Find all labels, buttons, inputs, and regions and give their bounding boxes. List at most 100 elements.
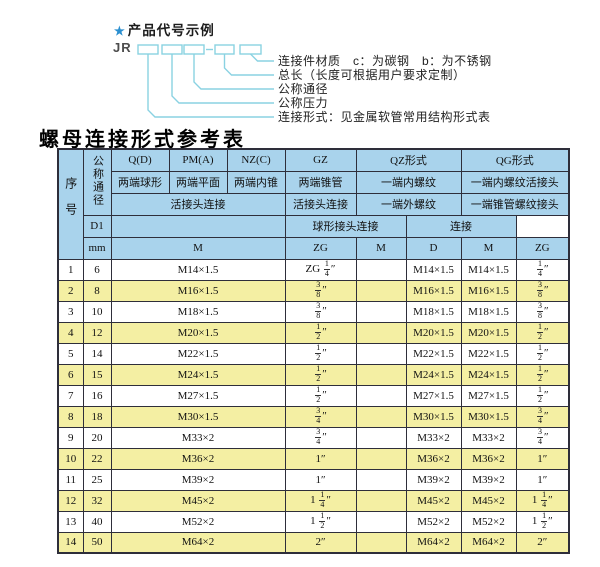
cell-mm: 40 [82,510,112,533]
cell-seq: 8 [57,405,84,428]
cell-qz-d: M22×1.5 [405,342,462,365]
cell-qz-m [355,426,407,449]
cell-seq: 10 [57,447,84,470]
cell-qg-m: M20×1.5 [460,321,517,344]
cell-mm: 12 [82,321,112,344]
code-box-4 [214,44,235,55]
header-qg-m: M [460,236,517,260]
cell-qz-d: M27×1.5 [405,384,462,407]
leader-line-length [223,54,274,76]
cell-qz-d: M39×2 [405,468,462,491]
table-row: 3 10 M18×1.5 3 8 ″ M18×1.5 M18×1.5 3 8 ″ [57,300,570,323]
cell-qz-m [355,510,407,533]
cell-m: M16×1.5 [110,279,286,302]
col-seq-label: 序号 [63,176,78,229]
cell-seq: 2 [57,279,84,302]
cell-qz-m [355,258,407,281]
table-header: 序号 公称通径 Q(D) PM(A) NZ(C) GZ QZ形式 QG形式 两端… [57,148,570,260]
col-qg: QG形式 [460,148,570,172]
table-row: 10 22 M36×2 1″ M36×2 M36×2 1″ [57,447,570,470]
label-nominal-pressure: 公称压力 [278,96,329,110]
cell-qg-m: M14×1.5 [460,258,517,281]
col-gz: GZ [284,148,357,172]
cell-gz-zg: 2″ [284,531,357,554]
cell-m: M20×1.5 [110,321,286,344]
cell-qg-m: M64×2 [460,531,517,554]
cell-qg-zg: 1 2 ″ [515,363,570,386]
cell-qz-m [355,447,407,470]
qz-connection: 球形接头连接 [284,214,407,238]
cell-mm: 8 [82,279,112,302]
cell-seq: 11 [57,468,84,491]
cell-qz-m [355,300,407,323]
table-row: 7 16 M27×1.5 1 2 ″ M27×1.5 M27×1.5 1 2 ″ [57,384,570,407]
leader-line-form [147,54,274,118]
cell-qg-zg: 1 1 4 ″ [515,489,570,512]
cell-m: M14×1.5 [110,258,286,281]
col-nz-sub: 两端内锥 [226,170,286,194]
col-qg-sub2: 一端锥管螺纹接头 [460,192,570,216]
cell-m: M24×1.5 [110,363,286,386]
cell-m: M18×1.5 [110,300,286,323]
nut-connection-table: 序号 公称通径 Q(D) PM(A) NZ(C) GZ QZ形式 QG形式 两端… [57,148,571,554]
header-mm: mm [82,236,112,260]
table-row: 14 50 M64×2 2″ M64×2 M64×2 2″ [57,531,570,554]
col-dn-label: 公称通径 [91,154,104,207]
header-qz-d: D [405,236,462,260]
cell-qz-d: M36×2 [405,447,462,470]
cell-qg-m: M24×1.5 [460,363,517,386]
leader-line-pn [171,54,274,104]
table-row: 4 12 M20×1.5 1 2 ″ M20×1.5 M20×1.5 1 2 ″ [57,321,570,344]
header-qg-zg: ZG [515,236,570,260]
cell-qg-zg: 1 4 ″ [515,258,570,281]
cell-qg-zg: 2″ [515,531,570,554]
cell-qz-m [355,384,407,407]
star-icon: ★ [114,24,126,38]
table-row: 6 15 M24×1.5 1 2 ″ M24×1.5 M24×1.5 1 2 ″ [57,363,570,386]
cell-qg-zg: 1″ [515,468,570,491]
cell-qz-d: M64×2 [405,531,462,554]
table-row: 9 20 M33×2 3 4 ″ M33×2 M33×2 3 4 ″ [57,426,570,449]
cell-mm: 6 [82,258,112,281]
cell-qz-d: M30×1.5 [405,405,462,428]
qg-connection: 连接 [405,214,517,238]
label-nominal-diameter: 公称通径 [278,82,329,96]
label-connector-material: 连接件材质 c：为碳钢 b：为不锈钢 [278,54,492,68]
code-box-1 [137,44,159,55]
product-code-prefix: JR [113,40,132,55]
cell-seq: 13 [57,510,84,533]
col-pm: PM(A) [168,148,228,172]
cell-qz-d: M24×1.5 [405,363,462,386]
union-connection: 活接头连接 [110,192,286,216]
cell-qg-zg: 1″ [515,447,570,470]
header-d1: D1 [82,214,112,238]
code-box-3 [183,44,205,55]
cell-qg-m: M18×1.5 [460,300,517,323]
cell-m: M30×1.5 [110,405,286,428]
cell-qg-m: M16×1.5 [460,279,517,302]
cell-qg-zg: 3 4 ″ [515,405,570,428]
cell-qg-m: M22×1.5 [460,342,517,365]
cell-qg-m: M39×2 [460,468,517,491]
col-pm-sub: 两端平面 [168,170,228,194]
diagram-heading-text: 产品代号示例 [127,23,215,38]
product-code-diagram [137,44,274,118]
table-row: 11 25 M39×2 1″ M39×2 M39×2 1″ [57,468,570,491]
cell-qg-zg: 1 2 ″ [515,321,570,344]
cell-qg-zg: 1 1 2 ″ [515,510,570,533]
cell-seq: 3 [57,300,84,323]
col-seq: 序号 [57,148,84,260]
cell-seq: 12 [57,489,84,512]
col-qz: QZ形式 [355,148,462,172]
table-row: 13 40 M52×2 1 1 2 ″ M52×2 M52×2 1 1 2 ″ [57,510,570,533]
cell-qz-m [355,531,407,554]
cell-gz-zg: 3 4 ″ [284,426,357,449]
label-connection-form: 连接形式：见金属软管常用结构形式表 [278,110,491,124]
cell-m: M39×2 [110,468,286,491]
cell-qz-d: M14×1.5 [405,258,462,281]
diagram-heading: ★ 产品代号示例 [114,19,215,39]
cell-mm: 14 [82,342,112,365]
cell-mm: 15 [82,363,112,386]
cell-seq: 9 [57,426,84,449]
